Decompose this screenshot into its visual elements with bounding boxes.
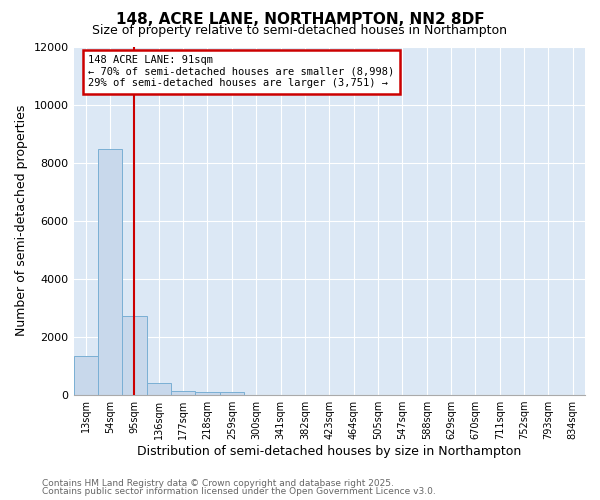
Bar: [171, 392, 196, 394]
Text: Contains public sector information licensed under the Open Government Licence v3: Contains public sector information licen…: [42, 486, 436, 496]
Bar: [196, 392, 220, 394]
Text: Contains HM Land Registry data © Crown copyright and database right 2025.: Contains HM Land Registry data © Crown c…: [42, 479, 394, 488]
X-axis label: Distribution of semi-detached houses by size in Northampton: Distribution of semi-detached houses by …: [137, 444, 521, 458]
Text: Size of property relative to semi-detached houses in Northampton: Size of property relative to semi-detach…: [92, 24, 508, 37]
Text: 148, ACRE LANE, NORTHAMPTON, NN2 8DF: 148, ACRE LANE, NORTHAMPTON, NN2 8DF: [116, 12, 484, 28]
Text: 148 ACRE LANE: 91sqm
← 70% of semi-detached houses are smaller (8,998)
29% of se: 148 ACRE LANE: 91sqm ← 70% of semi-detac…: [88, 55, 394, 88]
Y-axis label: Number of semi-detached properties: Number of semi-detached properties: [15, 105, 28, 336]
Bar: [220, 392, 244, 394]
Bar: [146, 383, 171, 394]
Bar: [122, 316, 146, 394]
Bar: [74, 356, 98, 395]
Bar: [98, 150, 122, 394]
